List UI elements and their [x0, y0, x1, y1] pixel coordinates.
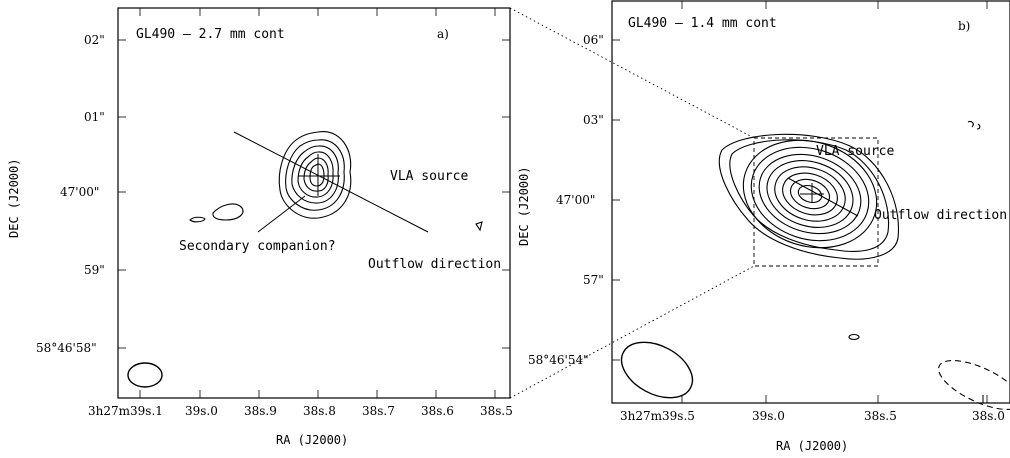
zoom-connectors	[509, 7, 755, 399]
panel-a-xtick-5: 38s.6	[421, 404, 454, 418]
panel-b-ytick-0: 06"	[583, 33, 604, 47]
panel-b-ytick-3: 57"	[583, 273, 604, 287]
panel-b-y-ticks-marks	[612, 39, 620, 361]
panel-a-lines	[233, 131, 429, 233]
panel-b-contours	[620, 120, 1010, 411]
panel-a-companion-label: Secondary companion?	[179, 239, 336, 254]
panel-a-ytick-2: 47'00"	[60, 185, 99, 199]
panel-b: GL490 – 1.4 mm cont b) 06" 03" 47'00" 57…	[517, 0, 1010, 453]
panel-b-ytick-4: 58°46'54"	[528, 353, 589, 367]
panel-b-xtick-2: 38s.5	[864, 409, 897, 423]
panel-a-xtick-2: 38s.9	[244, 404, 277, 418]
panel-a-title: GL490 – 2.7 mm cont	[136, 27, 285, 42]
panel-a-ytick-1: 01"	[84, 110, 105, 124]
panel-a-vla-label: VLA source	[390, 169, 468, 184]
panel-a-contours	[127, 131, 483, 388]
panel-b-ytick-1: 03"	[583, 113, 604, 127]
panel-b-title: GL490 – 1.4 mm cont	[628, 16, 777, 31]
panel-b-xtick-0: 3h27m39s.5	[620, 409, 695, 423]
panel-a-x-axis-label: RA (J2000)	[276, 433, 348, 447]
panel-b-outflow-label: Outflow direction	[874, 208, 1007, 223]
panel-a-ytick-0: 02"	[84, 33, 105, 47]
panel-a-xtick-4: 38s.7	[362, 404, 395, 418]
panel-b-xtick-3: 38s.0	[972, 409, 1005, 423]
panel-a-xtick-6: 38s.5	[480, 404, 513, 418]
panel-b-x-ticks-marks	[681, 1, 988, 403]
panel-b-frame	[611, 0, 1010, 404]
panel-b-ytick-2: 47'00"	[556, 193, 595, 207]
panel-a-xtick-3: 38s.8	[303, 404, 336, 418]
panel-a-x-ticks-marks	[139, 8, 496, 398]
panel-a-ytick-4: 58°46'58"	[36, 341, 97, 355]
panel-a-xtick-1: 39s.0	[185, 404, 218, 418]
panel-a-ytick-3: 59"	[84, 263, 105, 277]
panel-b-x-axis-label: RA (J2000)	[776, 439, 848, 453]
panel-a-y-axis-label: DEC (J2000)	[7, 159, 21, 238]
panel-b-y-axis-label: DEC (J2000)	[517, 167, 531, 246]
panel-b-vla-label: VLA source	[816, 144, 894, 159]
panel-b-xtick-1: 39s.0	[752, 409, 785, 423]
panel-a-xtick-0: 3h27m39s.1	[88, 404, 163, 418]
panel-b-letter: b)	[958, 19, 970, 33]
panel-a-letter: a)	[437, 27, 449, 41]
panel-a: GL490 – 2.7 mm cont a) 02" 01" 47'00" 59…	[7, 7, 513, 447]
panel-a-frame	[117, 7, 511, 399]
panel-a-y-ticks-marks	[118, 39, 510, 349]
panel-a-outflow-label: Outflow direction	[368, 257, 501, 272]
panel-b-lines	[787, 177, 984, 403]
